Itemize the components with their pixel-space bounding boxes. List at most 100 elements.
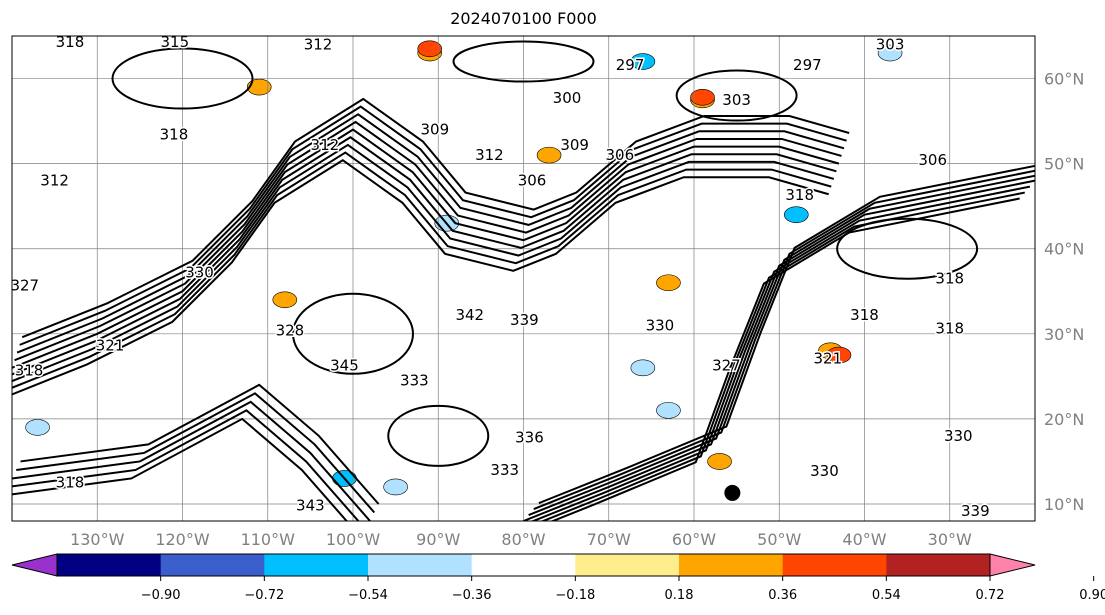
lon-tick-label: 70°W <box>587 530 631 549</box>
contour-label: 312 <box>304 36 333 54</box>
contour-line <box>12 136 837 376</box>
contour-label: 318 <box>850 306 879 324</box>
contour-line <box>12 143 835 383</box>
shaded-patch <box>656 402 681 419</box>
lat-tick-label: 40°N <box>1044 240 1084 259</box>
contour-line <box>550 197 1020 521</box>
shaded-patch <box>246 78 272 96</box>
shaded-patch <box>783 206 809 223</box>
colorbar-segment <box>264 554 369 576</box>
axis-labels: 130°W 120°W 110°W 100°W 90°W 80°W 70°W 60°W 50°W… <box>70 70 1084 549</box>
contour-label: 306 <box>606 146 635 164</box>
colorbar-segment <box>575 554 680 576</box>
contour-label: 321 <box>96 337 125 355</box>
contour-label: 300 <box>553 89 582 107</box>
contour-label: 318 <box>785 186 814 204</box>
contour-line <box>538 164 1035 505</box>
shaded-patch <box>877 44 903 62</box>
colorbar-segment <box>782 554 887 576</box>
map-title: 2024070100 F000 <box>450 9 597 28</box>
contour-line <box>540 191 1025 521</box>
contour-label: 306 <box>518 172 547 190</box>
contour-label: 318 <box>935 270 964 288</box>
shaded-patch <box>630 53 656 70</box>
contour-label: 303 <box>722 91 751 109</box>
colorbar-extend-high <box>989 553 1036 577</box>
contour-line <box>12 409 360 521</box>
colorbar-tick-label: −0.18 <box>555 588 595 603</box>
contour-label: 297 <box>616 56 645 74</box>
contour-line <box>452 40 595 83</box>
contour-label: 318 <box>56 33 85 51</box>
contour-line <box>387 404 490 467</box>
contour-line <box>528 174 1035 516</box>
colorbar-tick-label: −0.72 <box>244 588 284 603</box>
lon-tick-label: 50°W <box>757 530 801 549</box>
shaded-patch <box>536 146 562 164</box>
shaded-patch <box>656 274 681 292</box>
contour-label: 333 <box>400 372 429 390</box>
contour-label: 321 <box>814 349 843 367</box>
shaded-patch <box>383 478 408 496</box>
contour-line <box>523 179 1035 521</box>
contour-label: 333 <box>490 461 519 479</box>
contour-label: 336 <box>515 429 544 447</box>
contour-lines <box>12 40 1035 521</box>
shaded-patch <box>272 291 298 309</box>
contour-label: 345 <box>330 356 359 374</box>
colorbar-segment <box>886 554 991 576</box>
shaded-patch <box>690 88 715 106</box>
contour-label: 303 <box>876 36 905 54</box>
shaded-patch <box>417 40 443 58</box>
contour-label: 315 <box>161 33 190 51</box>
colorbar-tick-label: 0.90 <box>1079 588 1105 603</box>
contour-label: 328 <box>276 321 305 339</box>
contour-label: 318 <box>15 361 44 379</box>
contour-label: 312 <box>40 172 69 190</box>
contour-label: 330 <box>646 316 675 334</box>
contour-line <box>12 417 348 521</box>
lon-tick-label: 40°W <box>842 530 886 549</box>
contour-label: 309 <box>560 136 589 154</box>
colorbar-tick-label: 0.36 <box>768 588 797 603</box>
contour-label: 312 <box>311 136 340 154</box>
contour-line <box>111 47 254 110</box>
colorbar-segment <box>679 554 784 576</box>
contour-label: 297 <box>793 56 822 74</box>
contour-label: 318 <box>160 126 189 144</box>
colorbar-tick-label: −0.36 <box>452 588 492 603</box>
contour-label: 330 <box>810 462 839 480</box>
colorbar-tick-label: 0.72 <box>976 588 1005 603</box>
colorbar: −0.90 −0.72 −0.54 −0.36 −0.18 0.18 0.36 0.54 0.7… <box>11 553 1105 603</box>
lon-tick-label: 130°W <box>70 530 125 549</box>
lat-tick-label: 50°N <box>1044 155 1084 174</box>
cyclone-marker <box>724 484 741 501</box>
contour-line <box>16 113 845 354</box>
shaded-patch <box>630 359 656 377</box>
contour-line <box>14 120 842 362</box>
lon-tick-label: 110°W <box>241 530 296 549</box>
contour-line <box>12 128 840 369</box>
contour-label: 343 <box>296 497 325 515</box>
shaded-patch <box>707 453 732 470</box>
contour-line <box>533 169 1035 511</box>
lat-tick-label: 60°N <box>1044 70 1084 89</box>
contour-label: 342 <box>455 306 484 324</box>
contour-line <box>292 292 414 375</box>
lon-tick-label: 90°W <box>416 530 460 549</box>
contour-label: 306 <box>918 151 947 169</box>
lat-tick-label: 20°N <box>1044 410 1084 429</box>
contour-label: 327 <box>712 356 741 374</box>
colorbar-segment <box>368 554 473 576</box>
contour-line <box>675 69 798 122</box>
contour-line <box>12 159 829 396</box>
contour-line <box>19 105 847 346</box>
contour-label: 312 <box>475 146 504 164</box>
contour-label: 318 <box>935 320 964 338</box>
colorbar-tick-label: −0.90 <box>141 588 181 603</box>
lon-tick-label: 60°W <box>672 530 716 549</box>
lon-tick-label: 80°W <box>501 530 545 549</box>
lon-tick-label: 30°W <box>928 530 972 549</box>
contour-line <box>20 383 380 505</box>
